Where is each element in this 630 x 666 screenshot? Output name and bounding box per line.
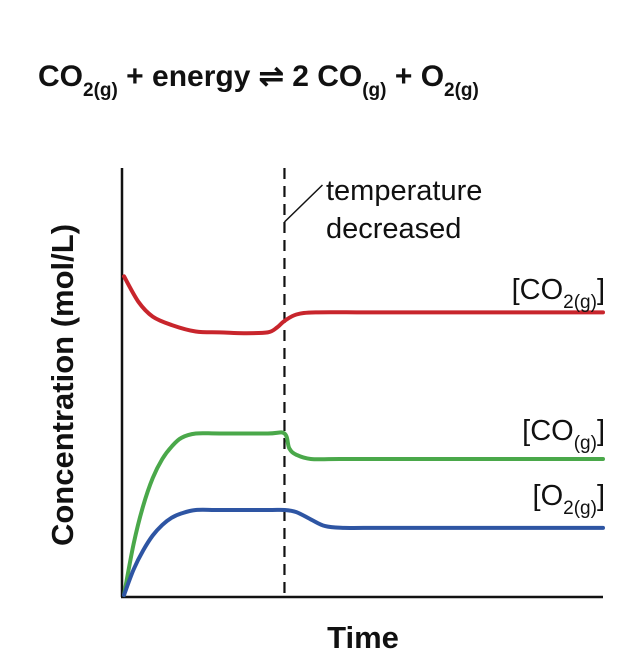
series-label-co-main: [CO [522,415,574,447]
series-label-co-sub: (g) [574,433,597,454]
series-label-co2-sub: 2(g) [563,292,597,313]
annotation-line-2: decreased [326,213,461,245]
eq-co2: CO [38,60,83,93]
series-line-co2 [122,274,605,336]
annotation-leader-line [283,184,323,223]
eq-o2: + O [387,60,445,93]
series-label-o2-sub: 2(g) [563,498,597,519]
series-label-co2-end: ] [597,274,605,306]
series-label-co2-main: [CO [512,274,564,306]
series-label-co-end: ] [597,415,605,447]
eq-co-sub: (g) [362,80,386,101]
series-line-o2 [122,507,605,597]
eq-energy: + energy [118,60,259,93]
y-axis-title: Concentration (mol/L) [45,224,80,546]
series-label-co: [CO(g)] [522,415,605,454]
series-label-o2: [O2(g)] [533,480,605,519]
x-axis-title: Time [327,620,399,655]
series-label-o2-end: ] [597,480,605,512]
eq-arrow: ⇌ [259,60,284,93]
series-label-co2: [CO2(g)] [512,274,605,313]
equation: CO2(g) + energy ⇌ 2 CO(g) + O2(g) [38,60,479,101]
series-label-o2-main: [O [533,480,564,512]
eq-co: 2 CO [284,60,362,93]
eq-co2-sub: 2(g) [83,80,118,101]
eq-o2-sub: 2(g) [444,80,479,101]
annotation-line-1: temperature [326,175,482,207]
series-line-co [122,430,605,597]
